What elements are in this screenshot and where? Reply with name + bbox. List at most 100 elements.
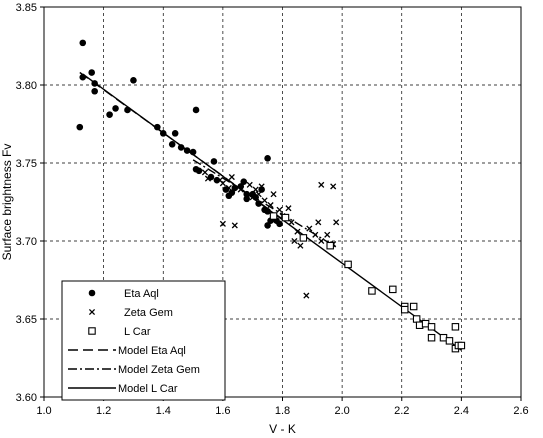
eta-aql-point	[79, 73, 87, 81]
zeta-gem-point	[312, 231, 319, 238]
zeta-gem-point	[246, 181, 253, 188]
zeta-gem-point	[297, 242, 304, 249]
legend-label-model-l-car: Model L Car	[118, 383, 178, 395]
data-markers	[76, 39, 466, 353]
eta-aql-point	[264, 208, 271, 215]
zeta-gem-point	[294, 228, 301, 235]
y-axis-title: Surface brightness Fv	[0, 144, 14, 261]
y-tick-label: 3.70	[16, 236, 37, 248]
eta-aql-point	[240, 178, 248, 186]
zeta-gem-point	[288, 219, 295, 226]
l-car-point	[344, 260, 352, 269]
zeta-gem-point	[333, 219, 340, 226]
l-car-point	[281, 213, 290, 222]
zeta-gem-point	[267, 202, 274, 209]
eta-aql-point	[130, 77, 137, 84]
x-tick-label: 2.4	[454, 405, 469, 417]
zeta-gem-point	[285, 205, 292, 212]
eta-aql-point	[276, 220, 283, 228]
eta-aql-point	[153, 123, 161, 131]
eta-aql-point	[79, 39, 87, 47]
eta-aql-point	[159, 130, 167, 137]
zeta-gem-point	[261, 197, 268, 204]
eta-aql-point	[192, 106, 200, 114]
y-tick-label: 3.85	[16, 2, 37, 14]
eta-aql-point	[195, 167, 203, 175]
x-tick-label: 2.2	[394, 405, 409, 417]
x-tick-label: 1.4	[156, 405, 171, 417]
x-tick-label: 1.2	[96, 405, 111, 417]
zeta-gem-point	[318, 237, 325, 245]
l-car-point	[445, 337, 454, 345]
zeta-gem-point	[306, 225, 313, 232]
l-car-point	[389, 285, 397, 294]
zeta-gem-point	[252, 186, 259, 193]
legend-swatch-zeta-gem	[88, 308, 96, 316]
legend-label-l-car: L Car	[124, 326, 151, 338]
zeta-gem-point	[204, 175, 212, 182]
eta-aql-point	[177, 144, 185, 151]
legend-swatch-l-car	[88, 327, 96, 335]
y-tick-label: 3.65	[16, 314, 37, 326]
y-tick-label: 3.60	[16, 392, 37, 404]
eta-aql-point	[88, 69, 95, 76]
zeta-gem-point	[258, 183, 265, 190]
eta-aql-point	[168, 140, 176, 148]
zeta-gem-point	[231, 222, 238, 229]
eta-aql-point	[106, 111, 113, 118]
x-tick-label: 2.6	[513, 405, 528, 417]
l-car-point	[451, 323, 460, 331]
zeta-gem-point	[249, 194, 256, 201]
x-tick-label: 1.6	[215, 405, 230, 417]
zeta-gem-point	[228, 173, 235, 181]
zeta-gem-point	[219, 180, 226, 187]
eta-aql-point	[91, 87, 98, 95]
eta-aql-point	[207, 173, 215, 181]
eta-aql-point	[171, 130, 179, 137]
zeta-gem-point	[225, 184, 232, 192]
gridlines	[44, 7, 521, 397]
l-car-point	[427, 333, 436, 342]
y-tick-label: 3.80	[16, 80, 37, 92]
eta-aql-point	[189, 148, 197, 156]
axis-ticks: 1.0 1.2 1.4 1.6 1.8 2.0 2.2 2.4 2.6 3.60 3.65 3.70 3…	[16, 2, 529, 417]
eta-aql-point	[264, 155, 271, 162]
legend-box	[61, 280, 226, 401]
eta-aql-point	[264, 222, 271, 229]
legend-label-model-eta-aql: Model Eta Aql	[118, 345, 186, 357]
x-tick-label: 2.0	[334, 405, 349, 417]
l-car-point	[412, 315, 421, 323]
legend-label-zeta-gem: Zeta Gem	[124, 307, 173, 319]
eta-aql-point	[243, 195, 251, 203]
zeta-gem-point	[291, 237, 298, 245]
eta-aql-point	[124, 106, 131, 114]
zeta-gem-point	[255, 191, 262, 198]
zeta-gem-point	[303, 292, 310, 299]
l-car-point	[409, 302, 418, 311]
eta-aql-point	[183, 147, 191, 154]
eta-aql-point	[112, 105, 119, 112]
zeta-gem-point	[330, 183, 337, 190]
l-car-point	[400, 305, 409, 314]
x-tick-label: 1.0	[36, 405, 51, 417]
legend: Eta Aql Zeta Gem L Car Model Eta Aql Model Z…	[61, 280, 226, 401]
zeta-gem-point	[276, 206, 283, 213]
eta-aql-point	[222, 186, 230, 193]
legend-swatch-eta-aql	[88, 289, 96, 297]
eta-aql-point	[243, 190, 251, 198]
x-axis-title: V - K	[269, 422, 296, 436]
l-car-point	[299, 234, 308, 242]
zeta-gem-point	[270, 191, 277, 198]
zeta-gem-point	[219, 220, 226, 227]
l-car-point	[269, 212, 278, 220]
eta-aql-point	[231, 184, 239, 192]
l-car-point	[326, 241, 334, 250]
l-car-point	[427, 323, 436, 331]
legend-label-eta-aql: Eta Aql	[124, 288, 159, 300]
eta-aql-point	[210, 158, 218, 165]
zeta-gem-point	[318, 181, 325, 188]
eta-aql-point	[228, 189, 236, 196]
eta-aql-point	[255, 200, 262, 207]
l-car-point	[368, 287, 376, 295]
